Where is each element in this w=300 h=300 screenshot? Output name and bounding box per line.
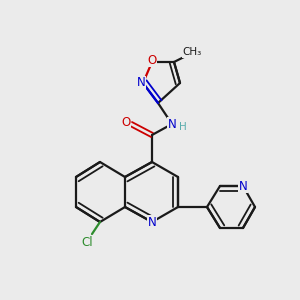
Text: N: N (148, 215, 156, 229)
Text: O: O (147, 53, 157, 67)
Text: N: N (136, 76, 146, 89)
Text: N: N (238, 179, 247, 193)
Text: H: H (179, 122, 187, 132)
Text: CH₃: CH₃ (182, 47, 202, 57)
Text: Cl: Cl (81, 236, 93, 248)
Text: O: O (122, 116, 130, 130)
Text: N: N (168, 118, 176, 130)
